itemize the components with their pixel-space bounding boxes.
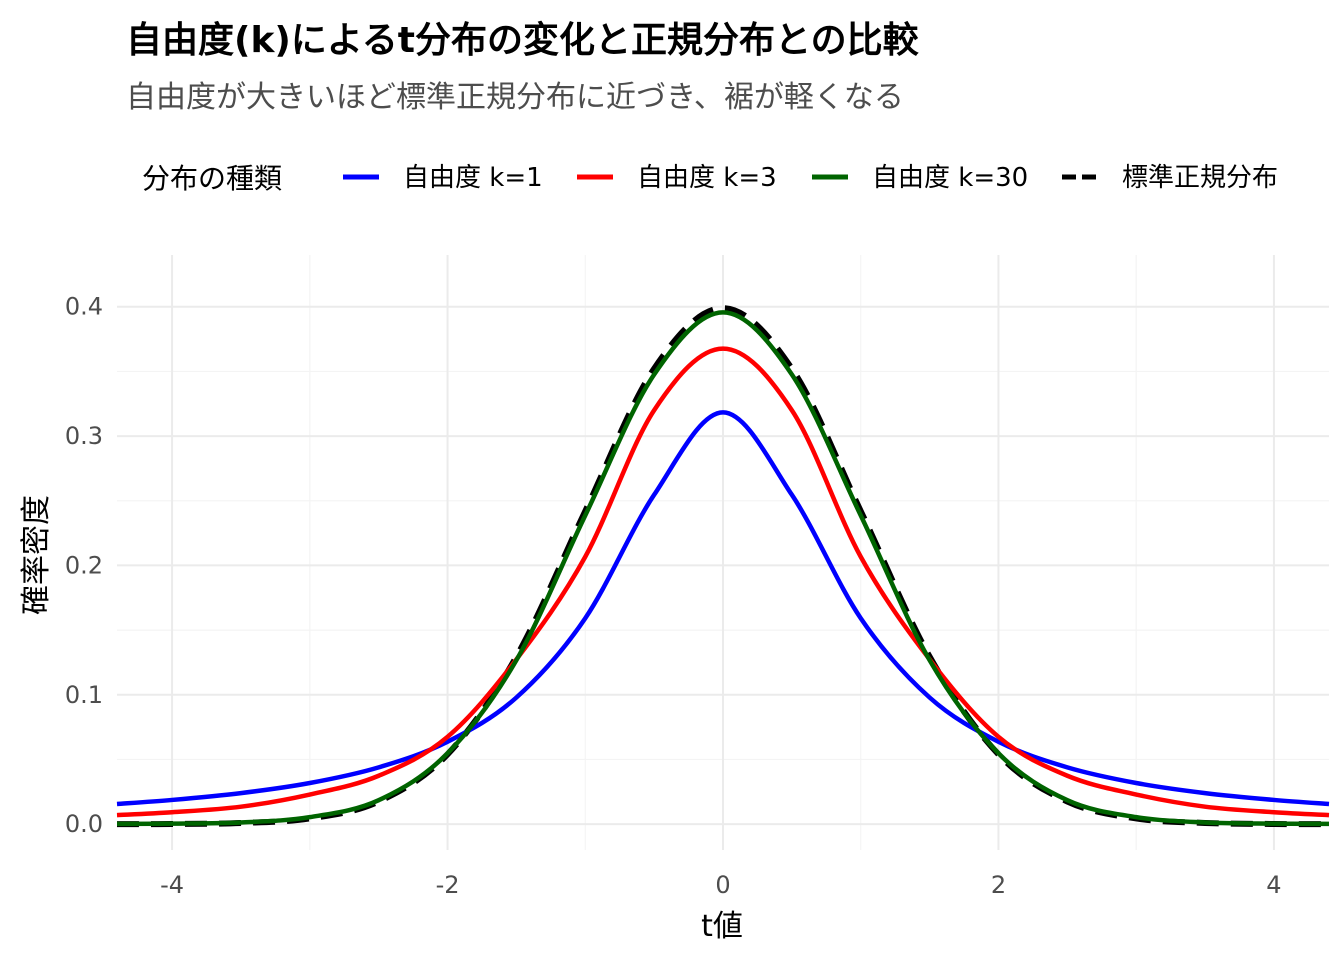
chart-title: 自由度(k)によるt分布の変化と正規分布との比較	[126, 19, 920, 61]
legend-label-3: 標準正規分布	[1122, 163, 1278, 193]
y-axis-tick-labels: 0.0 0.1 0.2 0.3 0.4	[65, 293, 103, 838]
series-line-0	[116, 410, 1330, 807]
plot-area	[116, 255, 1330, 850]
legend-title: 分布の種類	[142, 162, 282, 195]
x-tick-label: 4	[1266, 871, 1281, 899]
legend-label-1: 自由度 k=3	[637, 163, 777, 193]
x-tick-label: -4	[160, 871, 184, 899]
legend-label-2: 自由度 k=30	[872, 163, 1028, 193]
series-line-2	[116, 310, 1330, 827]
y-tick-label: 0.4	[65, 293, 103, 321]
x-tick-label: 0	[715, 871, 730, 899]
y-tick-label: 0.1	[65, 681, 103, 709]
series-layer	[116, 305, 1330, 828]
legend-label-0: 自由度 k=1	[403, 163, 543, 193]
y-tick-label: 0.0	[65, 810, 103, 838]
grid	[117, 255, 1329, 850]
y-tick-label: 0.2	[65, 551, 103, 579]
y-tick-label: 0.3	[65, 422, 103, 450]
y-axis-title: 確率密度	[19, 495, 54, 615]
x-tick-label: -2	[436, 871, 460, 899]
series-line-1	[116, 346, 1330, 818]
x-axis-title: t値	[701, 909, 743, 944]
x-tick-label: 2	[991, 871, 1006, 899]
legend: 分布の種類 自由度 k=1 自由度 k=3 自由度 k=30 標準正規分布	[142, 162, 1278, 195]
chart-subtitle: 自由度が大きいほど標準正規分布に近づき、裾が軽くなる	[126, 80, 904, 115]
x-axis-tick-labels: -4 -2 0 2 4	[160, 871, 1281, 899]
